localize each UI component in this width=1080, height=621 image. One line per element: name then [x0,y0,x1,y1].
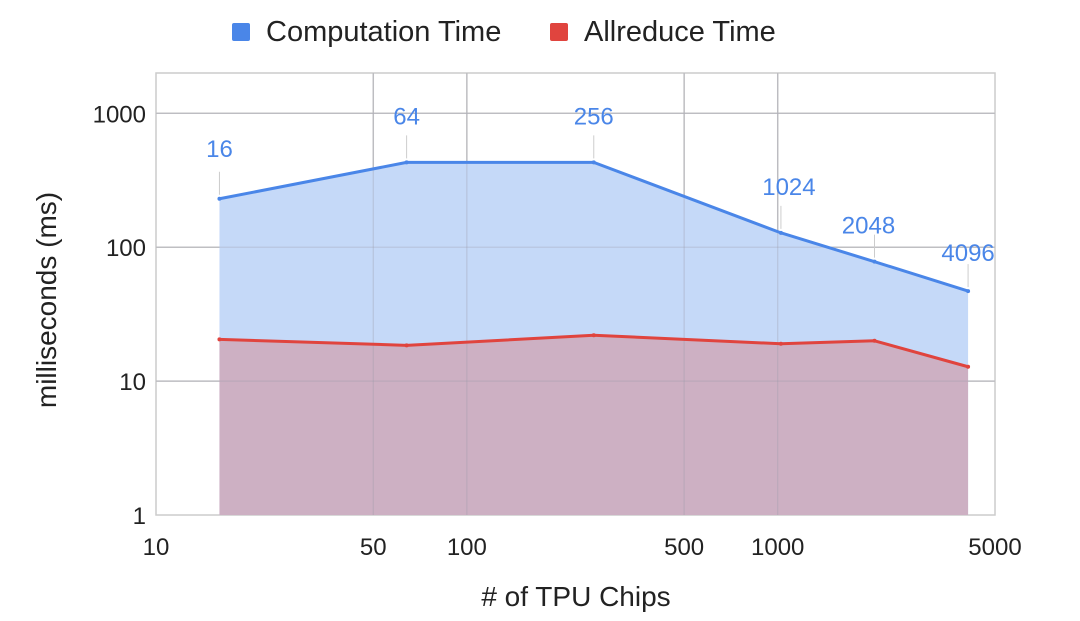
point-allreduce-time [872,338,877,343]
x-tick-label: 10 [143,534,170,561]
point-computation-time [872,259,877,264]
point-allreduce-time [217,337,222,342]
y-tick-label: 100 [106,235,146,262]
point-label: 256 [574,103,614,130]
legend-item-allreduce-time: Allreduce Time [550,12,776,52]
point-allreduce-time [404,343,409,348]
point-computation-time [217,196,222,201]
y-axis-title: milliseconds (ms) [31,191,62,409]
x-tick-label: 5000 [968,534,1021,561]
y-tick-label: 1000 [93,101,146,128]
line-allreduce-time [219,333,969,369]
point-allreduce-time [778,341,783,346]
point-computation-time [404,160,409,165]
legend-label-computation-time: Computation Time [266,15,502,48]
chart-legend: Computation Time Allreduce Time [0,12,1080,52]
legend-label-allreduce-time: Allreduce Time [584,15,776,48]
point-computation-time [966,289,971,294]
point-allreduce-time [966,364,971,369]
y-tick-label: 10 [119,369,146,396]
legend-swatch-allreduce-time [550,23,568,41]
point-label: 2048 [842,213,895,240]
x-tick-label: 100 [447,534,487,561]
x-tick-label: 1000 [751,534,804,561]
y-tick-label: 1 [133,503,146,530]
point-label: 1024 [762,174,815,201]
point-label: 16 [206,136,233,163]
legend-swatch-computation-time [232,23,250,41]
point-allreduce-time [591,333,596,338]
line-computation-time [219,160,969,293]
point-computation-time [591,160,596,165]
x-tick-label: 50 [360,534,387,561]
x-tick-label: 500 [664,534,704,561]
point-label: 64 [393,103,420,130]
point-label: 4096 [941,240,994,267]
x-axis-title: # of TPU Chips [481,581,671,612]
area-allreduce-time [219,335,969,515]
legend-item-computation-time: Computation Time [232,12,501,52]
point-computation-time [778,230,783,235]
